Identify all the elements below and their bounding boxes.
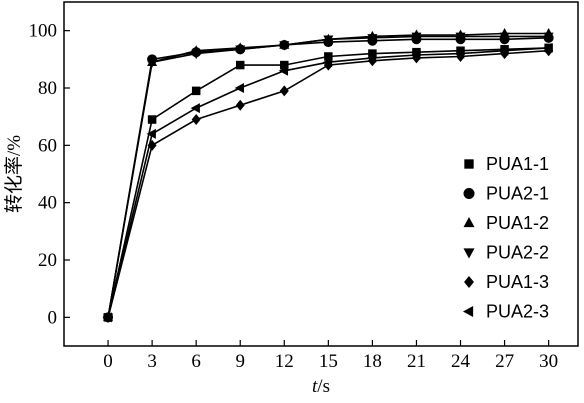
- data-point: [234, 83, 244, 93]
- x-axis-label-variable: t: [312, 376, 318, 397]
- x-tick-label: 30: [539, 351, 558, 372]
- data-point: [455, 32, 466, 42]
- legend-marker: [463, 188, 475, 199]
- data-point: [410, 50, 421, 61]
- data-point: [322, 57, 333, 68]
- data-point: [367, 34, 378, 44]
- plot-frame: [63, 1, 579, 347]
- legend-label: PUA2-3: [486, 302, 549, 322]
- legend-label: PUA2-2: [486, 243, 549, 263]
- series-line: [107, 47, 549, 318]
- x-tick-label: 0: [103, 351, 113, 372]
- axis-ticks: 0 3 6 9 12 15 18 21 24 27 30 0 20 40 60 80 100: [29, 21, 559, 372]
- x-tick-label: 24: [451, 351, 471, 372]
- series-line: [107, 32, 549, 318]
- series-line: [107, 47, 549, 318]
- data-point: [235, 45, 246, 55]
- data-point: [368, 49, 377, 58]
- series-PUA2-2: [103, 32, 554, 323]
- y-axis-label: 转化率/%: [3, 135, 25, 213]
- legend-marker: [464, 275, 474, 289]
- legend-label: PUA1-2: [486, 213, 549, 233]
- series-line: [107, 35, 549, 318]
- data-point: [366, 52, 377, 63]
- data-point: [278, 65, 289, 76]
- data-point: [191, 114, 201, 126]
- data-point: [543, 32, 554, 42]
- legend: PUA1-1 PUA2-1 PUA1-2 PUA2-2 PUA1-3 PUA2-3: [462, 154, 549, 322]
- x-axis-label: t/s: [312, 376, 330, 397]
- x-tick-label: 3: [147, 351, 157, 372]
- series-line: [107, 37, 549, 318]
- data-point: [499, 45, 509, 56]
- legend-label: PUA1-1: [486, 154, 549, 174]
- data-point: [235, 60, 245, 70]
- data-point: [279, 85, 289, 97]
- y-tick-label: 40: [38, 193, 57, 214]
- x-tick-label: 6: [191, 351, 201, 372]
- x-tick-label: 12: [275, 351, 294, 372]
- data-point: [191, 49, 202, 60]
- legend-marker: [463, 216, 475, 228]
- x-tick-label: 9: [235, 351, 245, 372]
- data-point: [543, 42, 553, 53]
- y-tick-label: 80: [38, 78, 57, 99]
- data-point: [190, 103, 200, 114]
- series-line: [107, 49, 549, 318]
- legend-marker: [463, 248, 475, 259]
- data-point: [191, 86, 201, 96]
- legend-marker: [462, 306, 474, 317]
- legend-marker: [464, 159, 474, 169]
- data-point: [235, 99, 245, 111]
- x-axis-label-unit: /s: [317, 376, 330, 397]
- data-point: [324, 52, 333, 61]
- data-point: [147, 58, 158, 68]
- y-tick-label: 20: [38, 250, 57, 271]
- data-point: [323, 35, 334, 45]
- y-tick-label: 100: [29, 21, 58, 42]
- data-point: [279, 41, 290, 51]
- legend-label: PUA2-1: [486, 184, 549, 204]
- data-point: [499, 32, 510, 42]
- y-tick-label: 0: [48, 307, 58, 328]
- data-point: [455, 48, 465, 59]
- x-tick-label: 27: [495, 351, 514, 372]
- x-tick-label: 18: [363, 351, 382, 372]
- y-tick-label: 60: [38, 135, 57, 156]
- legend-label: PUA1-3: [486, 272, 549, 292]
- data-point: [411, 32, 422, 42]
- series-PUA2-3: [102, 42, 553, 323]
- x-tick-label: 21: [407, 351, 426, 372]
- series-layer: [102, 28, 554, 323]
- data-point: [146, 128, 156, 139]
- data-point: [102, 312, 112, 323]
- x-tick-label: 15: [319, 351, 338, 372]
- data-point: [147, 115, 157, 124]
- data-point: [280, 60, 289, 70]
